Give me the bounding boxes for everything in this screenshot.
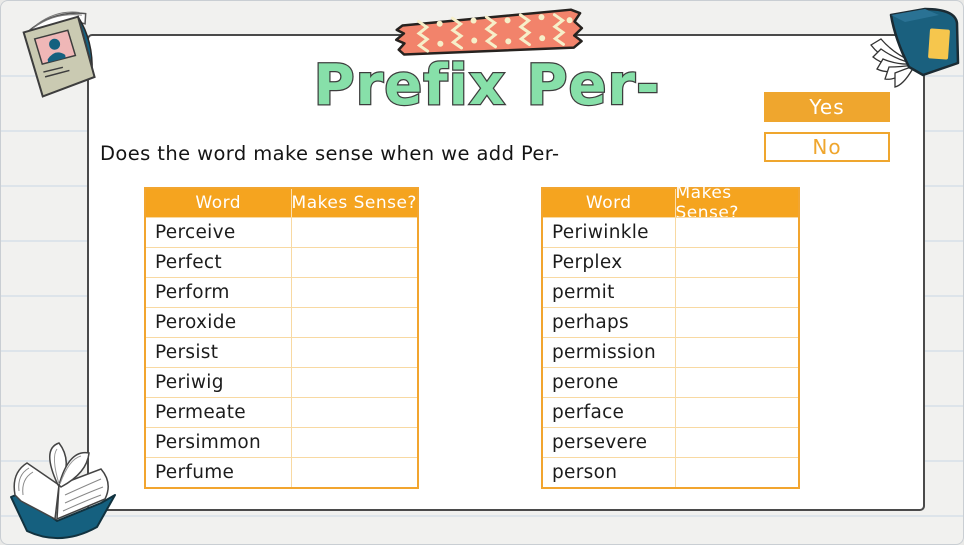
answer-cell[interactable] [675,337,798,367]
word-cell: Perfect [146,247,292,277]
word-cell: Permeate [146,397,292,427]
answer-cell[interactable] [675,457,798,487]
word-cell: permit [543,277,676,307]
word-cell: perhaps [543,307,676,337]
no-button[interactable]: No [764,132,890,162]
word-cell: person [543,457,676,487]
answer-cell[interactable] [291,427,417,457]
word-cell: Perceive [146,217,292,247]
word-cell: perface [543,397,676,427]
word-table-left: Word Makes Sense? Perceive Perfect Perform Pe… [144,187,419,489]
open-book-icon [10,442,116,540]
word-table-right: Word Makes Sense? Periwinkle Perplex permit p… [541,183,800,489]
word-cell: Perplex [543,247,676,277]
answer-cell[interactable] [291,307,417,337]
answer-cell[interactable] [291,217,417,247]
magazine-icon [22,11,96,98]
word-cell: persevere [543,427,676,457]
word-cell: Peroxide [146,307,292,337]
column-header: Makes Sense? [291,189,417,217]
answer-cell[interactable] [291,457,417,487]
word-cell: Persimmon [146,427,292,457]
answer-cell[interactable] [675,247,798,277]
column-header: Word [146,189,292,217]
word-cell: perone [543,367,676,397]
word-cell: Persist [146,337,292,367]
word-cell: Perfume [146,457,292,487]
word-cell: Periwinkle [543,217,676,247]
washi-tape-icon [394,8,584,56]
answer-cell[interactable] [675,217,798,247]
answer-cell[interactable] [291,397,417,427]
page-title: Prefix Per- [312,52,661,120]
teal-book-icon [870,7,960,88]
word-cell: Periwig [146,367,292,397]
answer-cell[interactable] [291,337,417,367]
yes-button[interactable]: Yes [764,92,890,122]
question-text: Does the word make sense when we add Per… [100,142,560,165]
answer-cell[interactable] [675,397,798,427]
answer-cell[interactable] [291,367,417,397]
answer-cell[interactable] [675,367,798,397]
answer-cell[interactable] [291,247,417,277]
answer-cell[interactable] [675,427,798,457]
answer-cell[interactable] [675,307,798,337]
answer-cell[interactable] [675,277,798,307]
column-header: Word [543,189,676,217]
word-cell: permission [543,337,676,367]
answer-cell[interactable] [291,277,417,307]
word-cell: Perform [146,277,292,307]
column-header: Makes Sense? [675,183,798,223]
